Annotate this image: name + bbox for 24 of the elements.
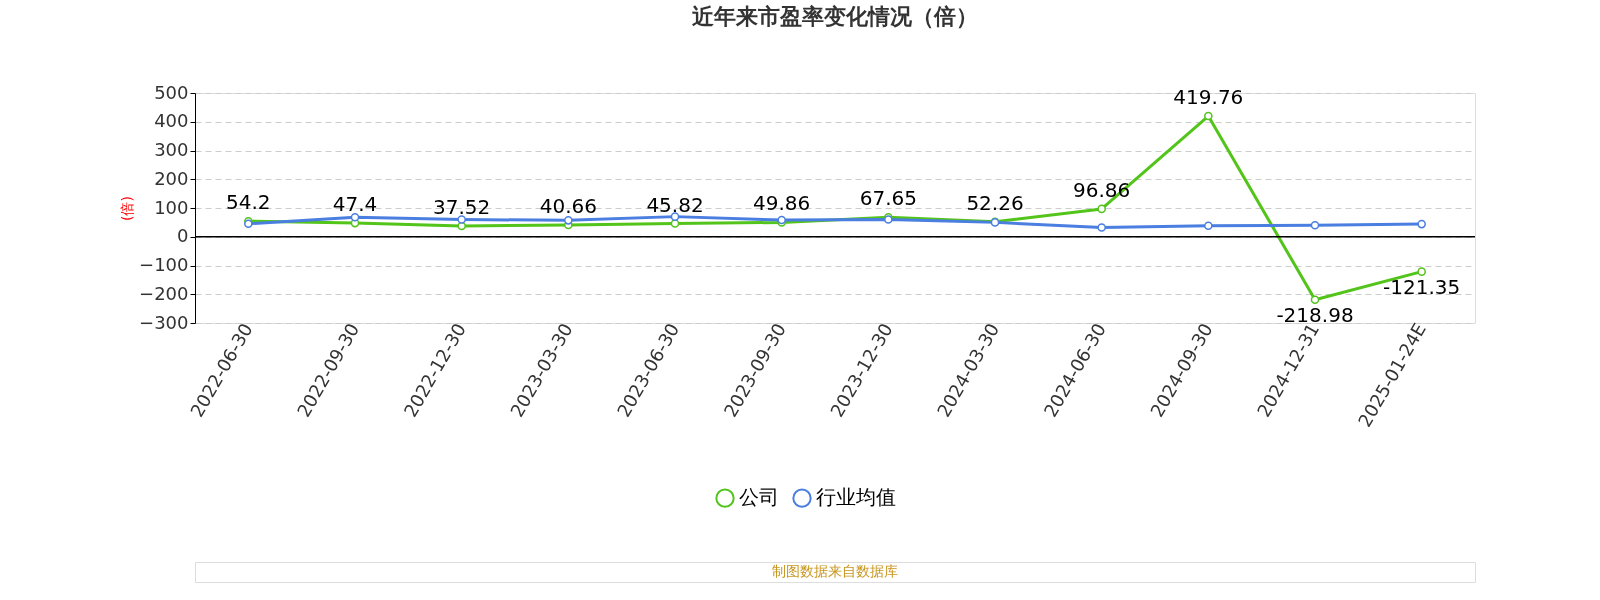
y-tick-label: 500 xyxy=(154,81,189,103)
data-label: 54.2 xyxy=(226,190,271,215)
y-tick-label: 0 xyxy=(177,225,189,247)
y-tick-label: 200 xyxy=(154,167,189,189)
data-label: 49.86 xyxy=(753,191,811,216)
data-label: 419.76 xyxy=(1173,85,1244,110)
data-label: 52.26 xyxy=(966,190,1024,215)
data-label: 47.4 xyxy=(332,192,378,217)
data-label: 45.82 xyxy=(646,192,704,217)
y-tick-label: 300 xyxy=(154,139,189,160)
y-tick-label: 400 xyxy=(154,110,189,132)
legend-label: 公司 xyxy=(739,485,779,510)
data-label: 37.52 xyxy=(433,194,491,219)
legend-label: 行业均值 xyxy=(816,485,896,510)
y-tick-label: 100 xyxy=(154,196,189,218)
y-tick-label: −100 xyxy=(139,254,189,275)
chart-title: 近年来市盈率变化情况（倍） xyxy=(691,4,978,29)
y-axis-title: (倍) xyxy=(119,196,136,221)
data-label: 67.65 xyxy=(859,186,917,211)
y-tick-label: −300 xyxy=(139,311,189,333)
text: 制图数据来自数据库 xyxy=(772,563,898,579)
y-tick-label: −200 xyxy=(139,282,189,304)
data-label: -121.35 xyxy=(1383,274,1461,299)
data-label: 40.66 xyxy=(539,194,597,219)
